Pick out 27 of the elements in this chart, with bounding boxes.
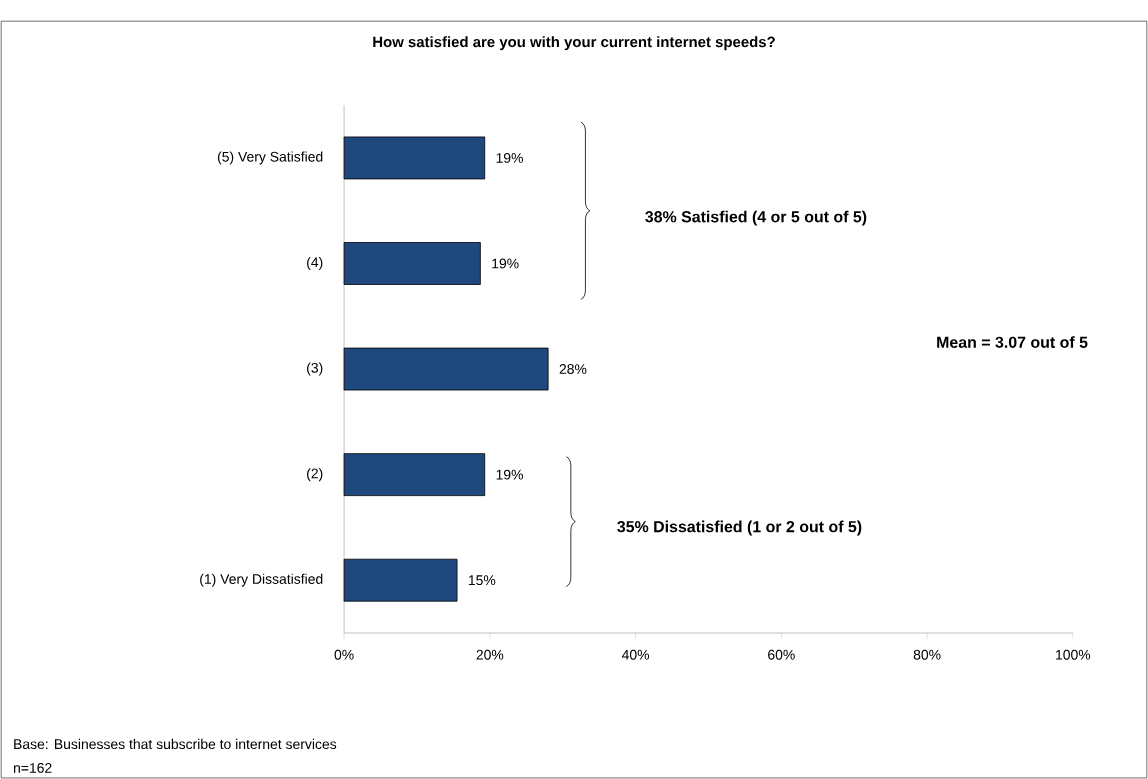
data-label: 28% — [559, 364, 587, 374]
data-label: 19% — [496, 469, 523, 480]
y-tick-label: (2) — [307, 468, 323, 482]
text: Base: Businesses that subscribe to internet services — [14, 738, 337, 749]
bar — [343, 558, 458, 602]
bar — [343, 242, 481, 285]
annotation: 35% Dissatisfied (1 or 2 out of 5) — [617, 520, 862, 536]
data-label: 15% — [468, 575, 496, 586]
x-tick-label: 20% — [476, 649, 504, 660]
x-tick-label: 80% — [913, 649, 941, 660]
y-tick-label: (4) — [307, 256, 323, 270]
data-label: 19% — [492, 258, 519, 269]
x-tick-label: 100% — [1056, 649, 1091, 660]
data-label: 19% — [496, 152, 523, 163]
annotation: 38% Satisfied (4 or 5 out of 5) — [645, 210, 867, 226]
bar — [343, 347, 549, 391]
bar — [343, 136, 486, 180]
y-tick-label: (1) Very Dissatisfied — [200, 573, 323, 587]
text: n=162 — [13, 762, 52, 773]
y-tick-label: (5) Very Satisfied — [217, 151, 323, 165]
y-tick-label: (3) — [307, 362, 323, 376]
x-tick-label: 40% — [621, 649, 650, 660]
chart-title: How satisfied are you with your current internet speeds? — [373, 36, 775, 51]
x-tick-label: 60% — [768, 649, 795, 660]
bar — [343, 453, 486, 496]
x-tick-label: 0% — [334, 649, 354, 660]
annotation: Mean = 3.07 out of 5 — [937, 336, 1088, 348]
